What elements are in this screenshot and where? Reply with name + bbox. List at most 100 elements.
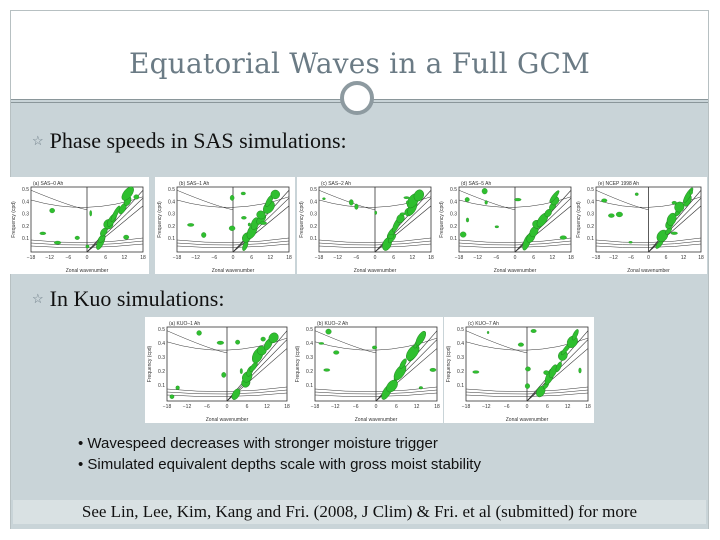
panel-label: (c) KUO–7 Ah — [468, 321, 499, 327]
panel-x-tick: 18 — [585, 404, 591, 410]
panel-x-tick: −6 — [504, 404, 510, 410]
panel-x-label: Zonal wavenumber — [355, 417, 398, 423]
panel-x-tick: 6 — [395, 404, 398, 410]
panel-y-tick: 0.1 — [158, 383, 165, 389]
panel-y-tick: 0.1 — [306, 383, 313, 389]
panel-y-label: Frequency (cpd) — [439, 201, 445, 238]
panel-y-label: Frequency (cpd) — [299, 201, 305, 238]
panel-y-tick: 0.2 — [22, 224, 29, 230]
panel-label: (e) NCEP 1998 Ah — [598, 181, 639, 187]
dispersion-panel: (c) SAS–2 Ah Frequency (cpd) Zonal wavenum… — [297, 177, 437, 274]
panel-y-tick: 0.2 — [168, 224, 175, 230]
panel-label: (c) SAS–2 Ah — [321, 181, 351, 187]
bullet-icon: ☆ — [32, 291, 44, 306]
panel-x-tick: −6 — [65, 255, 71, 261]
dispersion-panel: (d) SAS–5 Ah Frequency (cpd) Zonal wavenum… — [437, 177, 577, 274]
panel-x-tick: 6 — [250, 255, 253, 261]
panel-y-tick: 0.2 — [587, 224, 594, 230]
panel-x-tick: 0 — [374, 255, 377, 261]
panel-y-tick: 0.1 — [457, 383, 464, 389]
panel-x-label: Zonal wavenumber — [627, 268, 670, 274]
panel-y-tick: 0.4 — [168, 199, 175, 205]
panel-y-label: Frequency (cpd) — [295, 345, 301, 382]
panel-x-tick: −12 — [609, 255, 618, 261]
content-area — [11, 99, 708, 529]
panel-x-tick: −12 — [473, 255, 482, 261]
panel-y-tick: 0.1 — [310, 236, 317, 242]
panel-y-tick: 0.3 — [587, 212, 594, 218]
panel-x-tick: −18 — [315, 255, 324, 261]
panel-label: (a) SAS–0 Ah — [33, 181, 64, 187]
panel-x-tick: 18 — [284, 404, 290, 410]
panel-x-tick: −12 — [482, 404, 491, 410]
panel-x-tick: 6 — [665, 255, 668, 261]
panel-x-tick: −18 — [455, 255, 464, 261]
panel-y-tick: 0.5 — [168, 187, 175, 193]
panel-y-label: Frequency (cpd) — [11, 201, 17, 238]
panel-x-label: Zonal wavenumber — [212, 268, 255, 274]
dispersion-panel: (e) NCEP 1998 Ah Frequency (cpd) Zonal wav… — [574, 177, 707, 274]
dispersion-panel: (b) KUO–2 Ah Frequency (cpd) Zonal wavenum… — [293, 317, 443, 423]
panel-label: (b) KUO–2 Ah — [317, 321, 348, 327]
panel-y-tick: 0.2 — [306, 369, 313, 375]
panel-y-tick: 0.5 — [450, 187, 457, 193]
panel-x-tick: 0 — [375, 404, 378, 410]
panel-x-tick: 12 — [410, 255, 416, 261]
panel-y-tick: 0.1 — [450, 236, 457, 242]
dispersion-panel: (c) KUO–7 Ah Frequency (cpd) Zonal wavenum… — [444, 317, 594, 423]
panel-x-label: Zonal wavenumber — [66, 268, 109, 274]
bullet-icon: ☆ — [32, 133, 44, 148]
panel-y-tick: 0.2 — [450, 224, 457, 230]
panel-x-tick: 12 — [550, 255, 556, 261]
panel-label: (a) KUO–1 Ah — [169, 321, 200, 327]
panel-x-tick: 12 — [565, 404, 571, 410]
panel-x-tick: −12 — [331, 404, 340, 410]
section-sas-text: Phase speeds in SAS simulations: — [49, 128, 347, 153]
slide-title: Equatorial Waves in a Full GCM — [129, 47, 590, 80]
panel-x-tick: −6 — [628, 255, 634, 261]
panel-x-tick: 18 — [698, 255, 704, 261]
panel-y-tick: 0.4 — [306, 341, 313, 347]
panel-x-label: Zonal wavenumber — [506, 417, 549, 423]
panel-x-tick: 6 — [532, 255, 535, 261]
panel-x-tick: 18 — [428, 255, 434, 261]
notes-list: • Wavespeed decreases with stronger mois… — [78, 433, 481, 475]
panel-y-label: Frequency (cpd) — [147, 345, 153, 382]
panel-x-tick: 12 — [264, 404, 270, 410]
panel-x-tick: −6 — [204, 404, 210, 410]
panel-x-label: Zonal wavenumber — [354, 268, 397, 274]
panel-x-tick: 0 — [526, 404, 529, 410]
panel-label: (b) SAS–1 Ah — [179, 181, 210, 187]
panel-y-tick: 0.2 — [310, 224, 317, 230]
panel-x-tick: −18 — [173, 255, 182, 261]
dispersion-panel: (a) KUO–1 Ah Frequency (cpd) Zonal wavenum… — [145, 317, 293, 423]
panel-x-label: Zonal wavenumber — [494, 268, 537, 274]
panel-y-tick: 0.2 — [457, 369, 464, 375]
panel-x-tick: −18 — [592, 255, 601, 261]
footer-citation: See Lin, Lee, Kim, Kang and Fri. (2008, … — [81, 502, 638, 521]
panel-x-tick: −6 — [493, 255, 499, 261]
panel-x-tick: 0 — [647, 255, 650, 261]
panel-y-tick: 0.3 — [450, 212, 457, 218]
panel-x-tick: 12 — [268, 255, 274, 261]
panel-y-tick: 0.4 — [158, 341, 165, 347]
panel-x-tick: 18 — [434, 404, 440, 410]
panel-x-tick: −12 — [191, 255, 200, 261]
panel-y-tick: 0.2 — [158, 369, 165, 375]
panel-y-label: Frequency (cpd) — [157, 201, 163, 238]
note-item: • Simulated equivalent depths scale with… — [78, 456, 481, 473]
panel-y-label: Frequency (cpd) — [576, 201, 582, 238]
panel-x-tick: 18 — [568, 255, 574, 261]
panel-y-tick: 0.5 — [587, 187, 594, 193]
panel-y-tick: 0.3 — [22, 212, 29, 218]
panel-y-tick: 0.4 — [450, 199, 457, 205]
panel-x-tick: 12 — [414, 404, 420, 410]
panel-y-tick: 0.4 — [22, 199, 29, 205]
panel-y-tick: 0.5 — [306, 327, 313, 333]
panel-y-tick: 0.3 — [310, 212, 317, 218]
panel-x-tick: −6 — [353, 404, 359, 410]
panel-x-tick: −18 — [311, 404, 320, 410]
panel-x-tick: 18 — [286, 255, 292, 261]
section-kuo-heading: ☆ In Kuo simulations: — [32, 286, 224, 312]
panel-x-tick: 0 — [232, 255, 235, 261]
